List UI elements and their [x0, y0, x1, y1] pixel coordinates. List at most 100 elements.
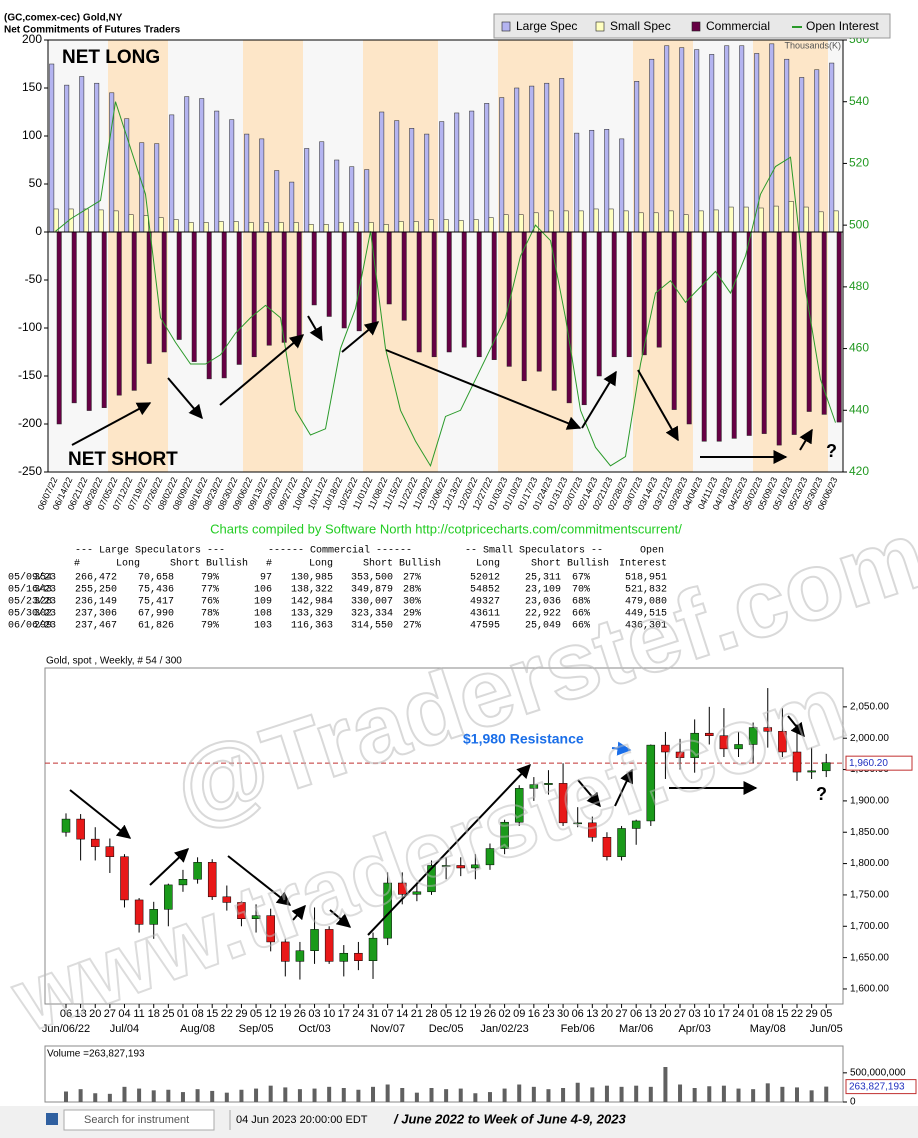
candle-body [631, 820, 641, 829]
table-cell: 70% [572, 585, 590, 596]
table-cell: 266,472 [75, 573, 117, 584]
bar [229, 119, 235, 233]
plot-frame [44, 667, 844, 1005]
arrow [69, 789, 132, 839]
table-cell: 518,951 [625, 573, 667, 584]
bar [469, 110, 475, 233]
x-tick-label: 28 [425, 1008, 437, 1020]
x-tick-label: 22 [791, 1008, 803, 1020]
bar [218, 221, 224, 233]
candle-body [617, 828, 626, 857]
bar [353, 222, 359, 233]
bar [107, 1093, 112, 1102]
legend-swatch [595, 21, 605, 32]
x-tick-label: 05 [820, 1008, 832, 1020]
x-tick-label: 24 [732, 1008, 744, 1020]
bar [379, 111, 385, 233]
bar [154, 143, 160, 233]
month-stripe [348, 40, 363, 472]
bar [671, 231, 677, 410]
bar [409, 128, 415, 233]
x-tick-label: 03 [308, 1008, 320, 1020]
x-tick-label: 20 [601, 1008, 613, 1020]
bar [518, 214, 524, 233]
bar [736, 1088, 741, 1102]
bar [561, 1088, 566, 1102]
table-cell: 25,311 [525, 573, 561, 584]
bar [268, 1085, 273, 1102]
bar [473, 219, 479, 233]
legend-label: Small Spec [610, 19, 671, 33]
bar [791, 231, 797, 435]
table-header: Short [531, 558, 561, 570]
month-label: Nov/07 [370, 1023, 405, 1035]
month-stripe [273, 40, 288, 472]
bar [623, 210, 629, 233]
bar [131, 231, 137, 391]
candle-body [295, 950, 305, 962]
bar [596, 231, 602, 377]
bar [818, 211, 824, 233]
bar [499, 97, 505, 233]
bar [259, 138, 265, 233]
candle-body [149, 909, 158, 925]
bar [428, 219, 434, 233]
y-tick-label: 1,900.00 [850, 796, 889, 807]
table-cell: 05/09/23 [8, 572, 56, 584]
bar [503, 214, 509, 233]
table-header: Long [309, 559, 333, 570]
table-cell: 78% [201, 609, 219, 620]
y2-tick-label: 520 [849, 156, 869, 170]
line-series [55, 101, 836, 468]
x-tick-label: 24 [352, 1008, 364, 1020]
y-tick-label: 1,600.00 [850, 984, 889, 995]
icon[interactable] [46, 1113, 58, 1125]
x-tick-label: 04 [118, 1008, 130, 1020]
bar [166, 1089, 171, 1102]
value-label: 263,827,193 [849, 1081, 905, 1092]
bar [649, 58, 655, 233]
table-group: ------ Commercial ------ [268, 545, 412, 557]
bar [214, 110, 220, 233]
bar [94, 82, 100, 233]
candle-body [456, 865, 465, 869]
bar [824, 1086, 829, 1102]
candle-body [763, 727, 773, 732]
bar [619, 138, 625, 233]
bar [173, 219, 179, 233]
bar [431, 231, 437, 358]
arrow [611, 741, 632, 756]
bar [653, 212, 659, 233]
bar [707, 1086, 712, 1102]
y2-tick-label: 460 [849, 341, 869, 355]
arrow [307, 315, 323, 342]
legend-swatch [691, 21, 701, 32]
x-tick-label: 18 [148, 1008, 160, 1020]
candle-body [734, 744, 743, 750]
table-cell: 06/06/23 [8, 620, 56, 632]
candle-body [134, 899, 144, 925]
candle-body [412, 891, 422, 895]
bar [803, 206, 809, 233]
candle-body [573, 822, 582, 825]
bar [780, 1086, 785, 1102]
month-stripe [333, 40, 348, 472]
candle-body [471, 864, 480, 869]
table-cell: 66% [572, 621, 590, 632]
bar [444, 1089, 449, 1102]
y-tick-label: 1,750.00 [850, 890, 889, 901]
candle-body [105, 846, 115, 857]
month-label: Dec/05 [429, 1023, 464, 1035]
search-box[interactable] [63, 1109, 215, 1131]
bar [137, 1088, 142, 1102]
bar [533, 212, 539, 233]
bar [694, 49, 700, 233]
month-label: Sep/05 [239, 1023, 274, 1035]
y-tick-label: -250 [18, 464, 42, 478]
plot-frame [47, 39, 844, 473]
table-cell: 237,306 [75, 609, 117, 620]
bar [548, 210, 554, 233]
bar [199, 98, 205, 233]
month-label: Jun/06/22 [42, 1023, 90, 1035]
x-tick-label: 05 [250, 1008, 262, 1020]
